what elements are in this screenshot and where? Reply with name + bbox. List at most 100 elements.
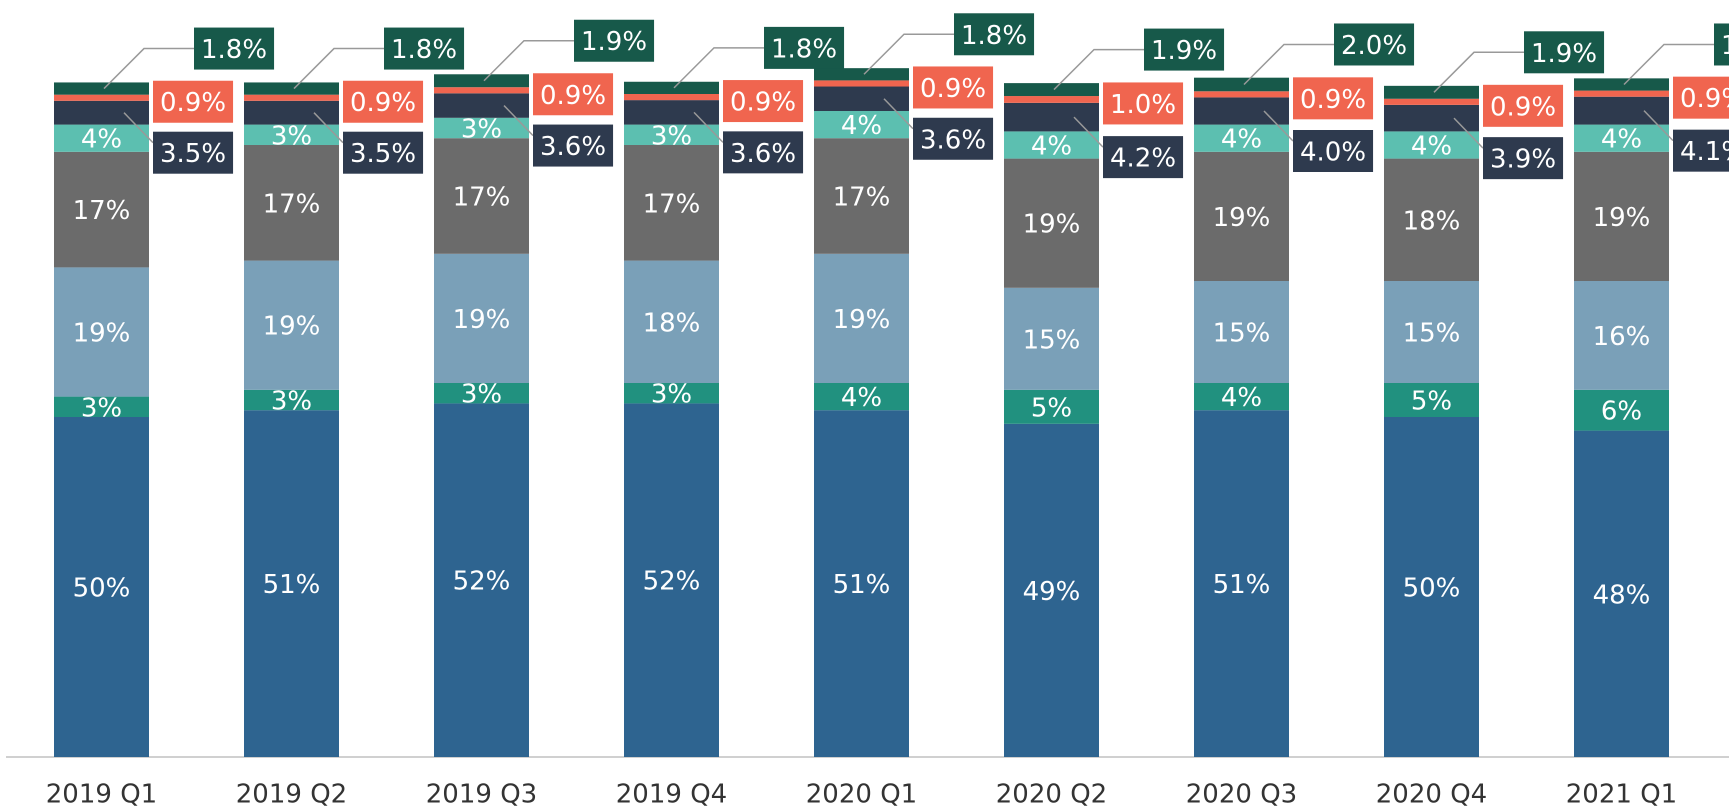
- bar-segment: [1194, 151, 1289, 281]
- data-label: 4%: [841, 111, 882, 141]
- data-label: 4%: [1031, 132, 1072, 162]
- data-label: 3%: [651, 380, 692, 410]
- data-label: 3%: [461, 115, 502, 145]
- bar-segment: [1194, 97, 1289, 125]
- bar-segment: [814, 383, 909, 411]
- bar-segment: [244, 410, 339, 757]
- bar-segment: [54, 94, 149, 101]
- data-label: 19%: [1023, 210, 1081, 240]
- bar-segment: [1384, 104, 1479, 132]
- leader-line: [313, 112, 344, 144]
- leader-line: [883, 98, 914, 130]
- bar-segment: [244, 145, 339, 261]
- data-label: 1.8%: [771, 34, 837, 64]
- data-label-box: 0.9%: [913, 66, 994, 109]
- data-label: 0.9%: [1680, 84, 1729, 114]
- data-label: 5%: [1031, 393, 1072, 423]
- bar-segment: [624, 403, 719, 757]
- data-label: 3.9%: [1490, 145, 1556, 175]
- leader-line: [1623, 43, 1714, 86]
- data-label-box: 4.1%: [1673, 129, 1729, 172]
- leader-line: [1453, 117, 1484, 149]
- bar-segment: [1574, 281, 1669, 390]
- bar-segment: [814, 86, 909, 111]
- label-box: [1103, 82, 1184, 125]
- bar-segment: [434, 74, 529, 88]
- data-label: 4.1%: [1680, 137, 1729, 167]
- bar-segment: [244, 100, 339, 125]
- bar-segment: [434, 87, 529, 94]
- data-label: 6%: [1601, 397, 1642, 427]
- leader-line: [483, 39, 574, 82]
- bar-segment: [1384, 281, 1479, 383]
- data-label: 17%: [263, 189, 321, 219]
- data-label: 1.8%: [391, 35, 457, 65]
- data-label: 1.9%: [1531, 39, 1597, 69]
- bar-segment: [244, 94, 339, 101]
- data-label-box: 1.8%: [764, 26, 845, 69]
- data-label-box: 2.0%: [1334, 23, 1415, 66]
- data-label: 19%: [453, 305, 511, 335]
- data-label: 2.0%: [1341, 31, 1407, 61]
- x-tick-label: 2019 Q4: [616, 780, 727, 810]
- data-label: 1.8%: [201, 35, 267, 65]
- label-box: [1144, 28, 1225, 71]
- data-label: 3.6%: [920, 125, 986, 155]
- bar-segment: [434, 383, 529, 404]
- label-box: [954, 13, 1035, 56]
- bar-segment: [1384, 85, 1479, 99]
- leader-line: [673, 47, 764, 89]
- bar-segment: [814, 111, 909, 139]
- leader-line: [863, 33, 954, 75]
- data-label-box: 1.8%: [1714, 23, 1729, 66]
- bar-segment: [1574, 78, 1669, 91]
- data-label: 4.0%: [1300, 138, 1366, 168]
- data-label-box: 0.9%: [1293, 77, 1374, 120]
- data-label: 19%: [73, 319, 131, 349]
- bar-segment: [1194, 124, 1289, 152]
- bar-segment: [434, 93, 529, 118]
- data-label-box: 0.9%: [723, 80, 804, 123]
- data-label: 15%: [1023, 325, 1081, 355]
- leader-line: [103, 47, 194, 90]
- data-label: 17%: [453, 183, 511, 213]
- bar-segment: [1574, 96, 1669, 125]
- label-box: [343, 80, 424, 123]
- leader-line: [1263, 110, 1294, 142]
- label-box: [194, 27, 275, 70]
- label-box: [1483, 84, 1564, 127]
- bar-segment: [1384, 158, 1479, 281]
- data-label: 19%: [263, 312, 321, 342]
- data-label: 18%: [643, 308, 701, 338]
- data-label: 0.9%: [1300, 85, 1366, 115]
- bar-segment: [1384, 131, 1479, 159]
- data-label: 19%: [1593, 203, 1651, 233]
- label-box: [533, 73, 614, 116]
- data-label-box: 1.9%: [1144, 28, 1225, 71]
- data-label: 51%: [263, 570, 321, 600]
- bar-segment: [624, 260, 719, 383]
- label-box: [1483, 137, 1564, 180]
- bar-segment: [434, 117, 529, 139]
- leader-line: [1643, 110, 1674, 142]
- bar-segment: [1574, 90, 1669, 97]
- label-box: [533, 124, 614, 167]
- label-box: [723, 80, 804, 123]
- data-label-box: 1.0%: [1103, 82, 1184, 125]
- bar-segment: [1574, 124, 1669, 152]
- bar-segment: [54, 396, 149, 417]
- bar-segment: [1384, 417, 1479, 757]
- bar-segment: [814, 68, 909, 81]
- leader-line: [1053, 48, 1144, 91]
- data-label: 49%: [1023, 577, 1081, 607]
- bar-segment: [244, 82, 339, 95]
- label-box: [1714, 23, 1729, 66]
- data-label: 3.5%: [350, 139, 416, 169]
- leader-line: [1243, 43, 1334, 86]
- data-label: 3.6%: [730, 139, 796, 169]
- data-label: 51%: [833, 570, 891, 600]
- data-label: 48%: [1593, 580, 1651, 610]
- data-label-box: 4.2%: [1103, 136, 1184, 179]
- data-label: 16%: [1593, 322, 1651, 352]
